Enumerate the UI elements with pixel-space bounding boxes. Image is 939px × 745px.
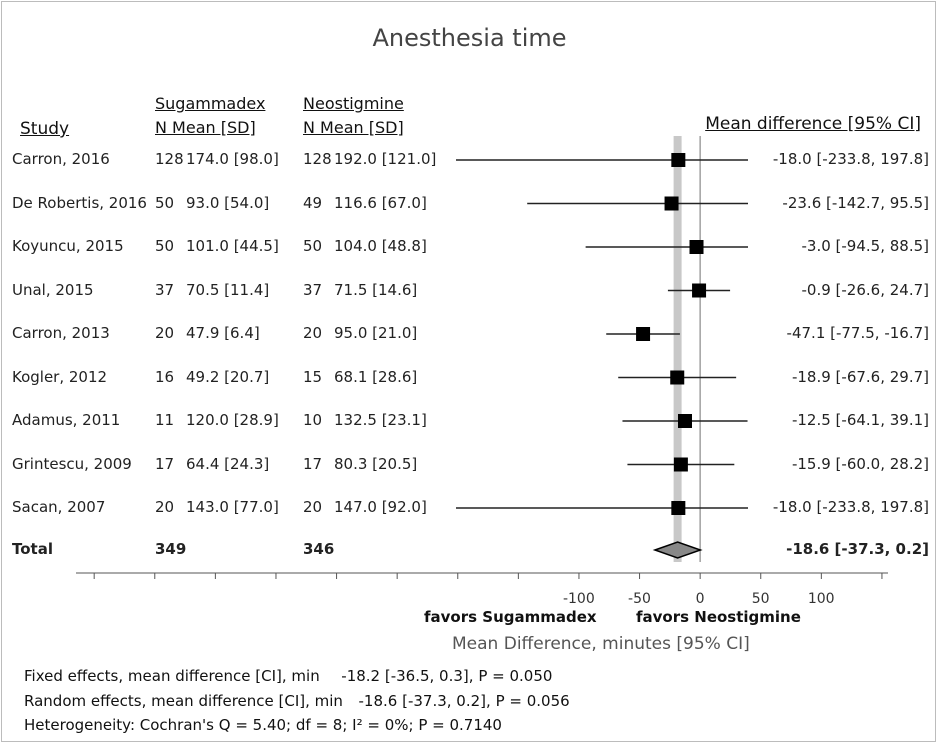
neostigmine-mean-sd: 116.6 [67.0] — [334, 193, 427, 212]
sugammadex-mean-sd: 47.9 [6.4] — [186, 324, 260, 342]
sugammadex-mean-sd: 70.5 [11.4] — [186, 280, 270, 299]
sugammadex-n: 20 — [155, 324, 175, 342]
mean-difference-ci: -18.0 [-233.8, 197.8] — [772, 150, 929, 168]
random-effects-label: Random effects, mean difference [CI], mi… — [24, 692, 343, 710]
random-effects-p: P = 0.056 — [495, 692, 570, 710]
random-effects-line: Random effects, mean difference [CI], mi… — [24, 692, 570, 710]
mean-difference-ci: -12.5 [-64.1, 39.1] — [791, 411, 929, 429]
study-name: Adamus, 2011 — [12, 411, 121, 429]
study-name: Kogler, 2012 — [12, 367, 108, 386]
study-name: Grintescu, 2009 — [12, 454, 132, 473]
effect-marker — [671, 501, 686, 515]
neostigmine-n: 50 — [303, 237, 323, 255]
sugammadex-mean-sd: 143.0 [77.0] — [186, 498, 279, 516]
group1-subheader: N Mean [SD] — [155, 118, 256, 137]
study-name: Carron, 2013 — [12, 324, 110, 342]
x-tick-label: -100 — [562, 591, 595, 607]
neostigmine-n: 37 — [303, 280, 323, 299]
total-sugammadex-n: 349 — [155, 540, 187, 558]
sugammadex-mean-sd: 64.4 [24.3] — [186, 454, 270, 473]
neostigmine-mean-sd: 68.1 [28.6] — [334, 367, 418, 386]
sugammadex-n: 11 — [155, 411, 175, 429]
effect-marker — [670, 370, 685, 385]
sugammadex-mean-sd: 49.2 [20.7] — [186, 367, 270, 386]
x-tick-label: 0 — [695, 591, 705, 607]
effect-marker — [692, 283, 707, 298]
neostigmine-n: 10 — [303, 411, 323, 429]
neostigmine-mean-sd: 132.5 [23.1] — [334, 411, 427, 429]
study-name: Koyuncu, 2015 — [12, 237, 124, 255]
sugammadex-n: 128 — [155, 150, 184, 168]
fixed-effects-value: -18.2 [-36.5, 0.3], — [341, 667, 474, 685]
group2-header: Neostigmine — [303, 94, 404, 113]
sugammadex-mean-sd: 101.0 [44.5] — [186, 237, 279, 255]
mean-difference-ci: -18.9 [-67.6, 29.7] — [791, 367, 929, 386]
effect-marker — [664, 196, 679, 211]
effect-marker — [671, 153, 686, 167]
effect-marker — [673, 457, 688, 472]
neostigmine-mean-sd: 80.3 [20.5] — [334, 454, 418, 473]
mean-difference-ci: -47.1 [-77.5, -16.7] — [786, 324, 929, 342]
mean-difference-ci: -18.0 [-233.8, 197.8] — [772, 498, 929, 516]
total-mean-difference-ci: -18.6 [-37.3, 0.2] — [786, 540, 929, 558]
chart-title: Anesthesia time — [372, 24, 567, 52]
sugammadex-mean-sd: 174.0 [98.0] — [186, 150, 279, 168]
total-label: Total — [12, 540, 53, 558]
effect-header: Mean difference [95% CI] — [705, 114, 921, 134]
effect-marker — [689, 240, 704, 254]
neostigmine-n: 128 — [303, 150, 332, 168]
x-tick-label: 100 — [807, 591, 835, 607]
mean-difference-ci: -15.9 [-60.0, 28.2] — [791, 454, 929, 473]
total-neostigmine-n: 346 — [303, 540, 335, 558]
neostigmine-n: 20 — [303, 324, 323, 342]
sugammadex-n: 20 — [155, 498, 175, 516]
fixed-effects-p: P = 0.050 — [478, 667, 553, 685]
effect-marker — [678, 414, 692, 428]
sugammadex-n: 50 — [155, 193, 175, 212]
mean-difference-ci: -23.6 [-142.7, 95.5] — [782, 193, 929, 212]
neostigmine-mean-sd: 192.0 [121.0] — [334, 150, 437, 168]
study-name: Unal, 2015 — [12, 280, 94, 299]
heterogeneity-line: Heterogeneity: Cochran's Q = 5.40; df = … — [24, 716, 502, 734]
neostigmine-n: 49 — [303, 193, 323, 212]
neostigmine-mean-sd: 147.0 [92.0] — [334, 498, 427, 516]
study-header: Study — [20, 119, 70, 139]
neostigmine-mean-sd: 104.0 [48.8] — [334, 237, 427, 255]
sugammadex-n: 50 — [155, 237, 175, 255]
fixed-effects-label: Fixed effects, mean difference [CI], min — [24, 667, 320, 685]
sugammadex-mean-sd: 93.0 [54.0] — [186, 193, 270, 212]
study-name: Sacan, 2007 — [12, 498, 106, 516]
neostigmine-n: 20 — [303, 498, 323, 516]
effect-marker — [636, 327, 651, 341]
study-name: Carron, 2016 — [12, 150, 110, 168]
x-tick-label: -50 — [628, 591, 651, 607]
x-tick-label: 50 — [751, 591, 770, 607]
mean-difference-ci: -0.9 [-26.6, 24.7] — [801, 280, 930, 299]
sugammadex-n: 16 — [155, 367, 175, 386]
fixed-effects-line: Fixed effects, mean difference [CI], min… — [24, 667, 552, 685]
total-diamond — [652, 541, 703, 559]
favors-left-label: favors Sugammadex — [424, 608, 597, 626]
x-axis-label: Mean Difference, minutes [95% CI] — [452, 634, 750, 654]
neostigmine-mean-sd: 71.5 [14.6] — [334, 280, 418, 299]
favors-right-label: favors Neostigmine — [636, 608, 801, 626]
sugammadex-n: 17 — [155, 454, 175, 473]
group1-header: Sugammadex — [155, 94, 266, 113]
neostigmine-n: 15 — [303, 367, 323, 386]
neostigmine-n: 17 — [303, 454, 323, 473]
group2-subheader: N Mean [SD] — [303, 118, 404, 137]
sugammadex-n: 37 — [155, 280, 175, 299]
neostigmine-mean-sd: 95.0 [21.0] — [334, 324, 418, 342]
sugammadex-mean-sd: 120.0 [28.9] — [186, 411, 279, 429]
random-effects-value: -18.6 [-37.3, 0.2], — [358, 692, 491, 710]
study-name: De Robertis, 2016 — [12, 193, 147, 212]
mean-difference-ci: -3.0 [-94.5, 88.5] — [801, 237, 930, 255]
